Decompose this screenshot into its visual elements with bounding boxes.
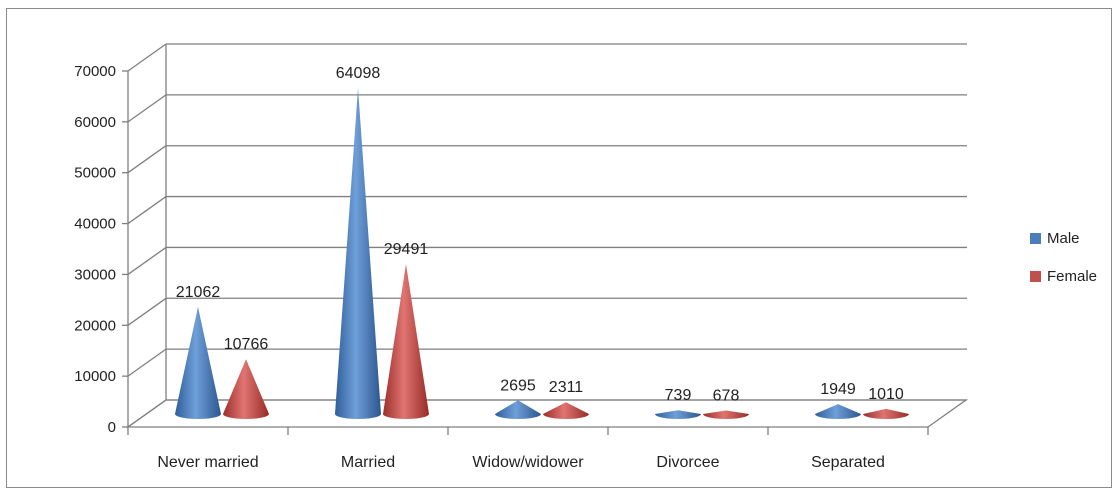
side-wall-line bbox=[127, 145, 167, 174]
cone-male-1 bbox=[335, 88, 381, 420]
y-tick-label: 40000 bbox=[74, 216, 116, 233]
data-label: 10766 bbox=[224, 336, 269, 353]
side-wall-line bbox=[127, 94, 167, 123]
data-label: 678 bbox=[713, 388, 740, 405]
y-tick-label: 70000 bbox=[74, 63, 116, 80]
x-tick-label: Never married bbox=[157, 454, 258, 471]
x-tick-label: Divorcee bbox=[656, 454, 719, 471]
y-tick-label: 30000 bbox=[74, 266, 116, 283]
cone-male-2 bbox=[495, 400, 541, 419]
y-tick-label: 0 bbox=[108, 419, 116, 436]
data-labels: 21062 10766 64098 29491 2695 2311 739 678 1949 10… bbox=[176, 65, 904, 405]
cone-female-1 bbox=[383, 264, 429, 419]
side-wall-line bbox=[127, 246, 167, 275]
data-label: 2311 bbox=[549, 379, 584, 396]
legend-swatch-female bbox=[1030, 270, 1041, 282]
cone-male-3 bbox=[655, 410, 701, 419]
data-label: 21062 bbox=[176, 284, 221, 301]
cone-male-4 bbox=[815, 404, 861, 419]
cone-female-0 bbox=[223, 359, 269, 419]
cone-female-2 bbox=[543, 402, 589, 419]
cone-female-3 bbox=[703, 410, 749, 419]
side-wall-line bbox=[127, 43, 167, 72]
floor bbox=[125, 399, 969, 428]
y-axis-ticks: 0 10000 20000 30000 40000 50000 60000 70000 bbox=[74, 63, 128, 436]
legend: Male Female bbox=[1030, 228, 1097, 304]
legend-swatch-male bbox=[1030, 232, 1041, 244]
side-wall-line bbox=[127, 196, 167, 225]
data-label: 29491 bbox=[384, 241, 429, 258]
x-tick-label: Widow/widower bbox=[472, 454, 584, 471]
legend-label-female: Female bbox=[1047, 267, 1098, 285]
x-axis-ticks: Never married Married Widow/widower Divorce… bbox=[127, 427, 929, 471]
side-wall-line bbox=[127, 348, 167, 377]
data-label: 2695 bbox=[500, 377, 536, 394]
legend-label-male: Male bbox=[1047, 229, 1080, 247]
legend-item-male: Male bbox=[1030, 228, 1097, 248]
cone-female-4 bbox=[863, 408, 909, 419]
data-label: 64098 bbox=[336, 65, 381, 82]
cone-marks bbox=[175, 88, 909, 420]
side-wall-line bbox=[127, 297, 167, 326]
legend-item-female: Female bbox=[1030, 266, 1097, 286]
cone-male-0 bbox=[175, 306, 221, 419]
chart-frame bbox=[6, 8, 1112, 488]
data-label: 1949 bbox=[820, 381, 856, 398]
y-tick-label: 10000 bbox=[74, 368, 116, 385]
x-tick-label: Married bbox=[341, 454, 395, 471]
x-tick-label: Separated bbox=[811, 454, 885, 471]
y-tick-label: 60000 bbox=[74, 114, 116, 131]
y-tick-label: 50000 bbox=[74, 165, 116, 182]
chart-walls bbox=[125, 43, 969, 428]
data-label: 1010 bbox=[868, 386, 904, 403]
y-tick-label: 20000 bbox=[74, 317, 116, 334]
data-label: 739 bbox=[665, 387, 692, 404]
